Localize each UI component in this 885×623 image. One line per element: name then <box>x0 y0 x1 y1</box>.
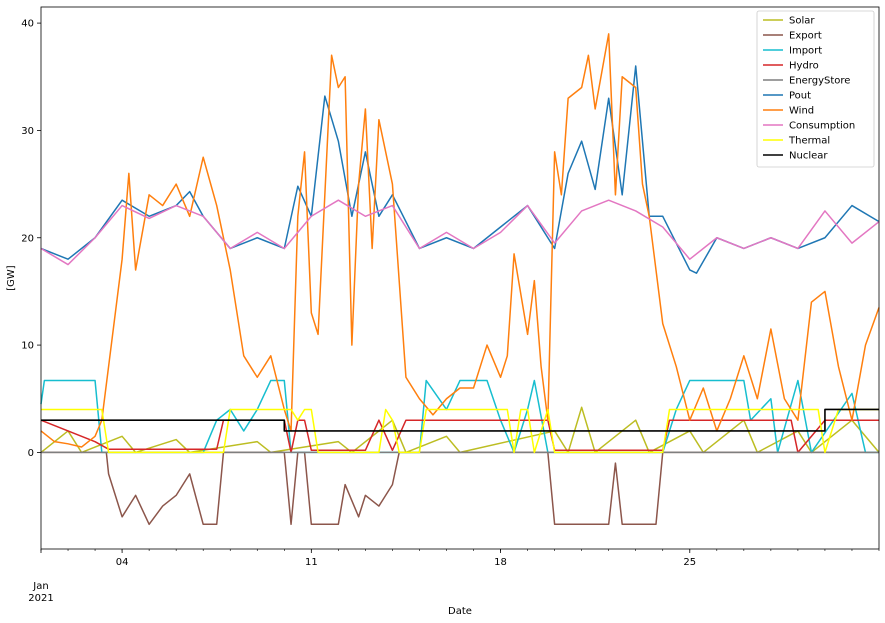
y-tick-label: 30 <box>21 126 34 137</box>
series-line-hydro <box>40 419 879 454</box>
legend-label-wind: Wind <box>789 106 814 117</box>
plot-frame <box>40 6 880 550</box>
x-tick-label: 11 <box>305 557 318 568</box>
legend-label-thermal: Thermal <box>788 136 830 147</box>
x-tick-label: 18 <box>494 557 507 568</box>
legend-box <box>756 10 875 168</box>
series-line-wind <box>40 33 880 448</box>
x-tick-label: 25 <box>683 557 696 568</box>
y-axis-title: [GW] <box>6 265 17 291</box>
legend-label-energystore: EnergyStore <box>789 76 850 87</box>
legend-label-hydro: Hydro <box>789 61 819 72</box>
y-tick-label: 10 <box>21 341 34 352</box>
legend-label-consumption: Consumption <box>789 121 855 132</box>
series-layer <box>40 33 880 526</box>
legend-label-nuclear: Nuclear <box>789 151 828 162</box>
series-line-thermal <box>41 408 879 454</box>
series-line-consumption <box>40 199 880 266</box>
x-axis-title: Date <box>448 606 472 617</box>
y-tick-label: 0 <box>28 448 34 459</box>
x-tick-label: 04 <box>116 557 129 568</box>
series-line-pout <box>40 65 880 274</box>
y-tick-label: 40 <box>21 19 34 30</box>
series-line-import <box>40 379 879 454</box>
y-axis: 0 10 20 30 40 <box>21 19 41 459</box>
legend-label-pout: Pout <box>789 91 811 102</box>
legend-label-export: Export <box>789 31 822 42</box>
legend: Solar Export Import Hydro EnergyStore Pout Win… <box>756 10 875 168</box>
series-line-export <box>41 451 879 526</box>
legend-label-solar: Solar <box>789 16 815 27</box>
y-tick-label: 20 <box>21 233 34 244</box>
series-line-solar <box>40 406 880 454</box>
x-month-label: Jan <box>32 581 48 592</box>
x-month-label: 2021 <box>28 593 53 604</box>
series-line-nuclear <box>41 408 879 432</box>
legend-label-import: Import <box>789 46 822 57</box>
